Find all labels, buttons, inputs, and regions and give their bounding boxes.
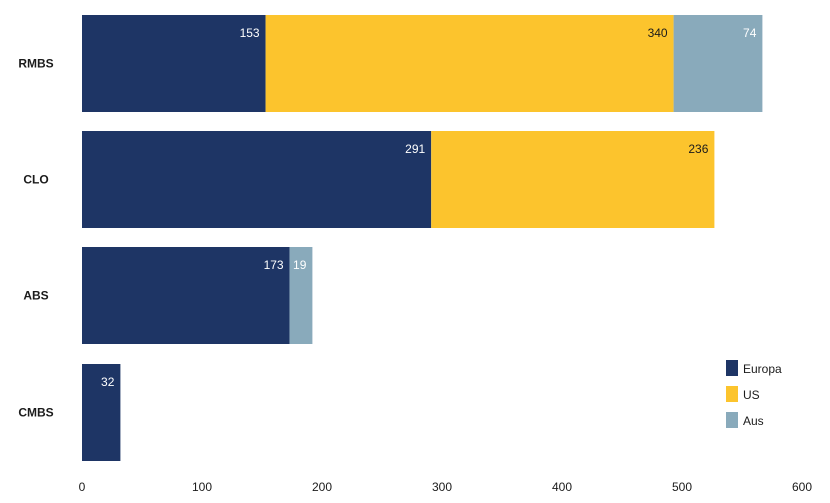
x-tick-label: 400 — [552, 480, 572, 494]
x-tick-label: 300 — [432, 480, 452, 494]
value-label-cmbs-europa: 32 — [101, 375, 115, 389]
bar-rmbs-europa — [82, 15, 266, 112]
bar-clo-europa — [82, 131, 432, 228]
x-tick-label: 100 — [192, 480, 212, 494]
value-label-clo-europa: 291 — [405, 142, 425, 156]
category-label-rmbs: RMBS — [18, 57, 53, 71]
legend-label-europa: Europa — [743, 362, 782, 376]
x-tick-label: 600 — [792, 480, 812, 494]
value-label-rmbs-europa: 153 — [240, 26, 260, 40]
category-label-cmbs: CMBS — [18, 406, 53, 420]
category-label-abs: ABS — [23, 289, 48, 303]
category-label-clo: CLO — [23, 173, 48, 187]
value-label-abs-aus: 19 — [293, 258, 307, 272]
legend-swatch-us — [726, 386, 738, 402]
legend: Europa US Aus — [726, 360, 782, 428]
bar-abs-aus — [289, 247, 313, 344]
bar-abs-europa — [82, 247, 290, 344]
value-label-clo-us: 236 — [688, 142, 708, 156]
bar-cmbs-europa — [82, 364, 121, 461]
category-labels: RMBS CLO ABS CMBS — [18, 57, 53, 420]
value-label-rmbs-aus: 74 — [743, 26, 757, 40]
legend-label-aus: Aus — [743, 414, 764, 428]
bar-clo-us — [431, 131, 715, 228]
legend-swatch-europa — [726, 360, 738, 376]
value-label-abs-europa: 173 — [264, 258, 284, 272]
x-tick-label: 500 — [672, 480, 692, 494]
bar-rmbs-aus — [673, 15, 763, 112]
x-tick-label: 200 — [312, 480, 332, 494]
x-axis-ticks: 0 100 200 300 400 500 600 — [79, 480, 813, 494]
legend-swatch-aus — [726, 412, 738, 428]
bar-rmbs-us — [265, 15, 674, 112]
chart-bars: 153 340 74 291 236 173 19 32 — [82, 15, 763, 461]
legend-label-us: US — [743, 388, 760, 402]
x-tick-label: 0 — [79, 480, 86, 494]
value-label-rmbs-us: 340 — [648, 26, 668, 40]
